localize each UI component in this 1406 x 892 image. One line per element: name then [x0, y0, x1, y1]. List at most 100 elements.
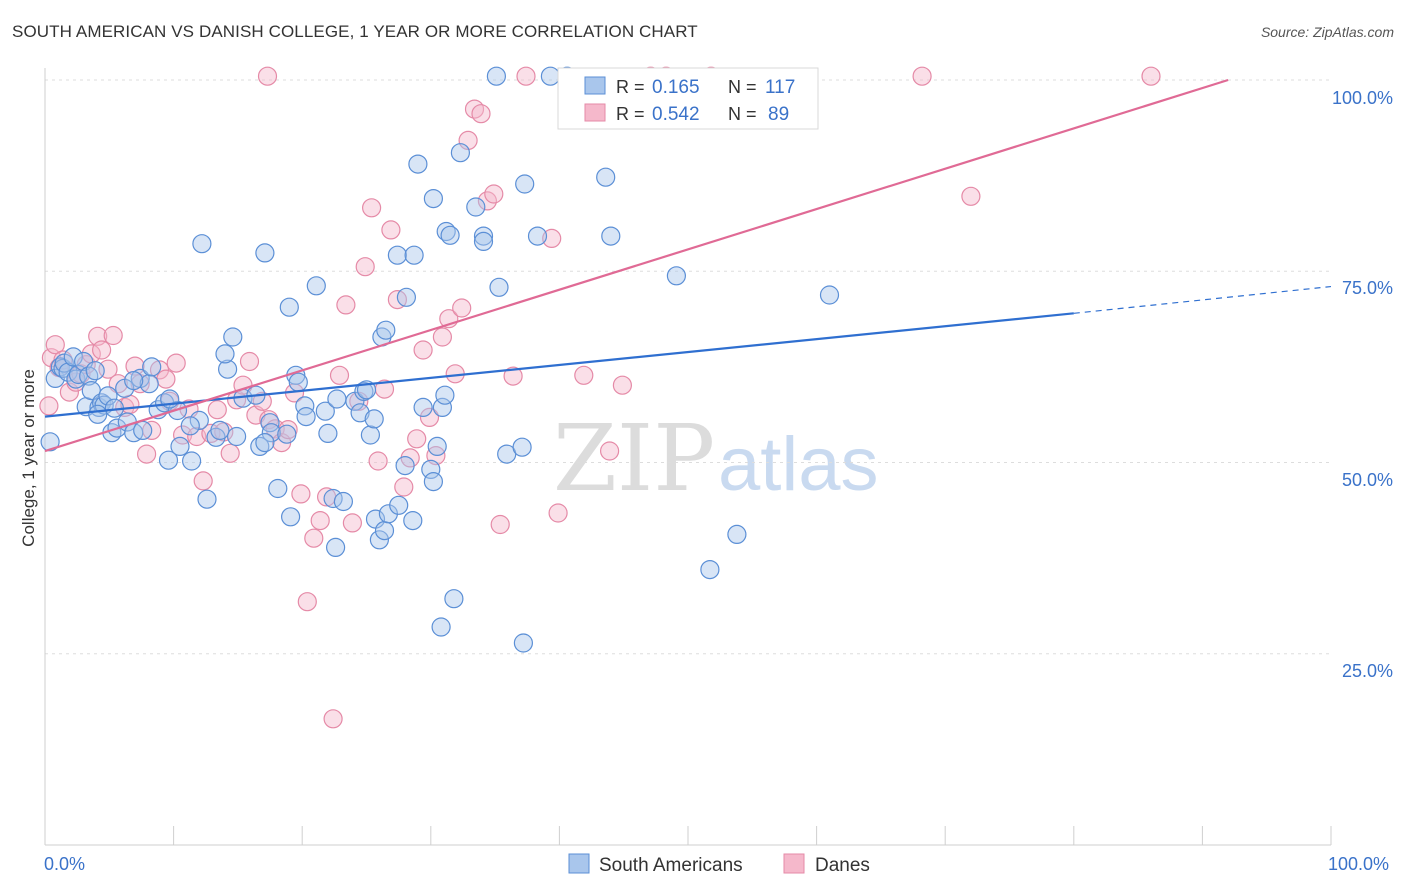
- data-point: [277, 424, 297, 444]
- data-point: [512, 437, 532, 457]
- data-point: [452, 298, 472, 318]
- data-point: [215, 344, 235, 364]
- data-point: [408, 154, 428, 174]
- data-point: [599, 441, 620, 461]
- y-tick-label-75: 75.0%: [1342, 278, 1393, 298]
- data-point: [187, 426, 207, 447]
- data-point: [306, 276, 326, 296]
- data-point: [362, 198, 382, 218]
- data-point: [88, 404, 108, 424]
- data-point: [355, 257, 375, 277]
- data-point: [350, 403, 370, 423]
- data-point: [207, 400, 227, 420]
- data-point: [281, 507, 301, 527]
- data-point: [387, 245, 407, 265]
- data-point: [103, 325, 123, 346]
- data-point: [360, 425, 380, 445]
- data-point: [333, 491, 353, 512]
- stats-r-value-danes: 0.542: [652, 104, 700, 125]
- stats-r-label-south: R =: [616, 77, 645, 97]
- data-point: [513, 633, 534, 653]
- data-point: [158, 450, 179, 470]
- data-point: [85, 361, 105, 381]
- data-point: [323, 709, 343, 729]
- trendline-south-americans-extension: [1073, 285, 1332, 314]
- source-label: Source: ZipAtlas.com: [1260, 24, 1394, 40]
- data-point: [45, 335, 65, 355]
- data-point: [450, 143, 470, 163]
- stats-box: R = 0.165 N = 117 R = 0.542 N = 89: [557, 67, 819, 130]
- data-point: [255, 433, 275, 453]
- series-danes: [39, 66, 1161, 729]
- data-point: [395, 456, 415, 476]
- legend-label-south-americans[interactable]: South Americans: [599, 855, 743, 876]
- data-point: [261, 423, 281, 443]
- data-point: [912, 66, 932, 86]
- data-point: [542, 228, 562, 248]
- data-point: [170, 436, 190, 456]
- y-axis-title: College, 1 year or more: [19, 369, 38, 547]
- x-ticks: [44, 826, 1332, 845]
- data-point: [419, 407, 440, 427]
- data-point: [431, 617, 451, 637]
- data-point: [288, 372, 308, 392]
- legend-swatch-danes[interactable]: [783, 853, 805, 874]
- x-tick-label-max: 100.0%: [1328, 854, 1389, 874]
- gridlines: [45, 79, 1331, 655]
- data-point: [727, 524, 747, 545]
- data-point: [257, 66, 278, 86]
- data-point: [574, 365, 594, 385]
- stats-n-value-danes: 89: [768, 104, 789, 125]
- data-point: [404, 245, 424, 265]
- stats-n-label-danes: N =: [728, 104, 757, 124]
- data-point: [279, 297, 299, 317]
- data-point: [612, 375, 633, 395]
- data-point: [291, 484, 311, 504]
- data-point: [315, 401, 335, 421]
- data-point: [250, 436, 270, 456]
- legend-swatch-south-americans[interactable]: [568, 853, 590, 874]
- data-point: [473, 231, 494, 251]
- data-point: [182, 451, 202, 471]
- data-point: [139, 374, 159, 394]
- series-south-americans: [40, 66, 840, 653]
- data-point: [166, 353, 186, 373]
- data-point: [39, 396, 59, 416]
- stats-n-label-south: N =: [728, 77, 757, 97]
- data-point: [596, 167, 616, 187]
- data-point: [369, 530, 389, 550]
- legend-label-danes[interactable]: Danes: [815, 855, 870, 876]
- y-tick-labels: 25.0% 50.0% 75.0% 100.0%: [1332, 88, 1393, 681]
- data-point: [548, 503, 568, 523]
- watermark-atlas: atlas: [718, 422, 879, 507]
- x-tick-label-min: 0.0%: [44, 854, 85, 874]
- data-point: [489, 277, 509, 297]
- stats-r-label-danes: R =: [616, 104, 645, 124]
- data-point: [432, 327, 452, 347]
- data-point: [389, 495, 409, 515]
- trendline-south-americans: [44, 312, 1074, 418]
- data-point: [180, 416, 200, 436]
- data-point: [193, 471, 213, 491]
- data-point: [407, 429, 427, 449]
- data-point: [427, 436, 447, 456]
- data-point: [98, 386, 118, 406]
- data-point: [374, 520, 395, 541]
- data-point: [142, 357, 162, 377]
- data-point: [125, 356, 145, 376]
- data-point: [432, 397, 452, 417]
- data-point: [423, 189, 443, 209]
- stats-swatch-danes: [584, 103, 606, 122]
- data-point: [503, 366, 523, 386]
- data-point: [342, 513, 362, 533]
- data-point: [223, 327, 243, 347]
- data-point: [421, 459, 441, 479]
- data-point: [527, 226, 548, 246]
- data-point: [1141, 66, 1161, 86]
- data-point: [40, 432, 60, 452]
- data-point: [396, 287, 416, 307]
- data-point: [239, 351, 260, 372]
- data-point: [381, 220, 401, 240]
- data-point: [218, 359, 238, 379]
